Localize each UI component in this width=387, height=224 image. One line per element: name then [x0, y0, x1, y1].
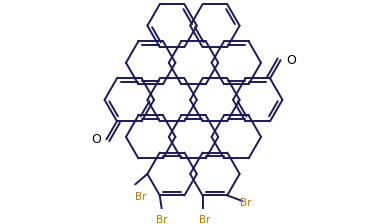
Text: Br: Br — [199, 215, 211, 224]
Text: O: O — [91, 133, 101, 146]
Text: Br: Br — [135, 192, 146, 202]
Text: Br: Br — [156, 215, 168, 224]
Text: O: O — [286, 54, 296, 67]
Text: Br: Br — [240, 198, 252, 208]
